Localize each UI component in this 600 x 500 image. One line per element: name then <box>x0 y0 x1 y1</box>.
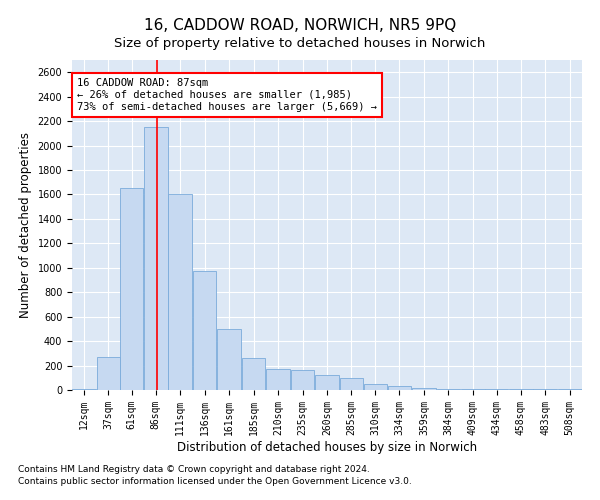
Bar <box>144 127 167 390</box>
Bar <box>485 389 508 390</box>
Bar <box>388 386 411 390</box>
Bar <box>340 378 364 390</box>
Bar <box>97 357 119 390</box>
Text: 16 CADDOW ROAD: 87sqm
← 26% of detached houses are smaller (1,985)
73% of semi-d: 16 CADDOW ROAD: 87sqm ← 26% of detached … <box>77 78 377 112</box>
Bar <box>242 358 265 390</box>
Bar <box>193 271 217 390</box>
Bar <box>290 370 314 390</box>
Bar <box>121 188 143 390</box>
Bar <box>412 388 436 390</box>
Bar <box>266 368 290 390</box>
Bar <box>315 376 339 390</box>
Bar <box>169 194 192 390</box>
Bar <box>217 329 241 390</box>
X-axis label: Distribution of detached houses by size in Norwich: Distribution of detached houses by size … <box>177 440 477 454</box>
Y-axis label: Number of detached properties: Number of detached properties <box>19 132 32 318</box>
Bar <box>73 389 96 390</box>
Text: 16, CADDOW ROAD, NORWICH, NR5 9PQ: 16, CADDOW ROAD, NORWICH, NR5 9PQ <box>144 18 456 32</box>
Bar <box>364 384 387 390</box>
Bar <box>437 389 460 390</box>
Text: Contains public sector information licensed under the Open Government Licence v3: Contains public sector information licen… <box>18 477 412 486</box>
Text: Size of property relative to detached houses in Norwich: Size of property relative to detached ho… <box>115 38 485 51</box>
Text: Contains HM Land Registry data © Crown copyright and database right 2024.: Contains HM Land Registry data © Crown c… <box>18 466 370 474</box>
